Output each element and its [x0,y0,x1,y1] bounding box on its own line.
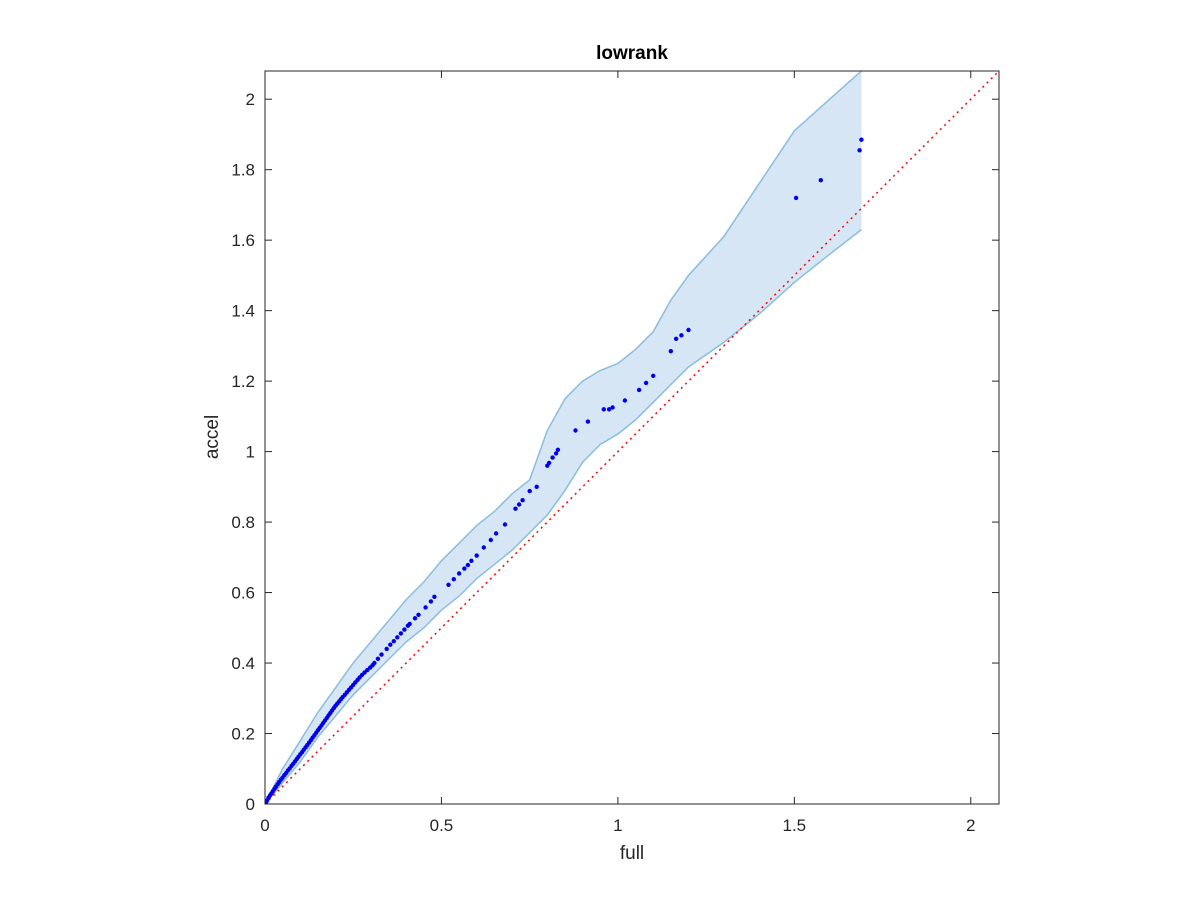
data-point [412,616,418,621]
data-point [388,642,393,647]
y-tick-label: 2 [246,90,255,109]
data-point [668,349,673,354]
data-point [550,455,555,460]
x-tick-label: 1 [613,816,622,835]
data-point [384,646,389,652]
y-tick-label: 0 [246,795,255,814]
x-tick-label: 2 [966,816,975,835]
y-tick-label: 0.6 [231,584,255,603]
y-tick-label: 1.8 [231,161,255,180]
data-point [398,631,404,636]
y-tick-label: 0.2 [231,725,255,744]
data-point [513,506,518,511]
data-point [372,660,377,666]
y-tick-label: 0.8 [231,513,255,532]
data-point [610,405,615,410]
reference-line [265,71,999,804]
chart-title: lowrank [596,43,668,64]
data-point [857,148,862,153]
data-point [379,652,384,657]
y-axis-label: accel [202,415,223,459]
data-point [686,327,691,333]
data-point [446,582,451,587]
x-tick-label: 0.5 [430,816,454,835]
data-point [402,627,407,632]
x-tick-label: 1.5 [783,816,807,835]
data-point [606,407,612,412]
data-point [375,656,381,661]
axis-ticks: 0 0.5 1 1.5 2 0 0.2 0.4 0.6 0.8 1 1.2 1.4 1.6 1.8 2 [231,71,999,835]
y-tick-label: 1 [246,443,255,462]
data-point [365,667,370,673]
y-tick-label: 0.4 [231,654,255,673]
confidence-band [265,71,862,804]
data-point [474,553,479,558]
plot-area [265,71,999,804]
data-point [416,612,421,617]
data-point [362,670,367,675]
data-point [679,333,684,338]
data-point [573,428,578,433]
data-point [423,605,428,610]
data-point [651,373,656,378]
data-point [793,195,799,201]
data-point [636,387,642,393]
band-fill [265,71,862,804]
data-point [643,380,649,386]
data-point [395,635,400,640]
data-point [469,558,474,563]
data-point [432,594,437,599]
y-tick-label: 1.4 [231,302,255,321]
data-point [527,488,532,494]
data-point [859,137,864,142]
data-point [585,419,591,424]
data-point [451,577,456,582]
data-point [502,522,508,527]
x-axis-label: full [620,843,644,864]
reference-line-layer [265,71,999,804]
data-point [555,447,561,452]
band-upper-edge [265,71,862,804]
axes-box [264,70,1000,805]
y-tick-label: 1.6 [231,231,255,250]
data-point [534,484,539,489]
data-point [818,178,823,183]
data-point [553,451,559,456]
data-point [622,398,628,403]
data-point [456,571,462,576]
data-point [493,531,499,536]
data-point [546,460,552,466]
scatter-points [265,137,864,804]
data-point [391,639,396,644]
data-point [407,621,412,627]
data-point [516,502,522,507]
data-point [488,537,493,543]
data-point [673,336,679,341]
data-point [465,562,471,568]
x-tick-label: 0 [260,816,269,835]
data-point [481,545,486,550]
y-tick-label: 1.2 [231,372,255,391]
data-point [428,599,434,604]
data-point [601,407,606,412]
data-point [520,498,525,503]
band-lower-edge [265,229,862,804]
data-point [462,566,467,571]
